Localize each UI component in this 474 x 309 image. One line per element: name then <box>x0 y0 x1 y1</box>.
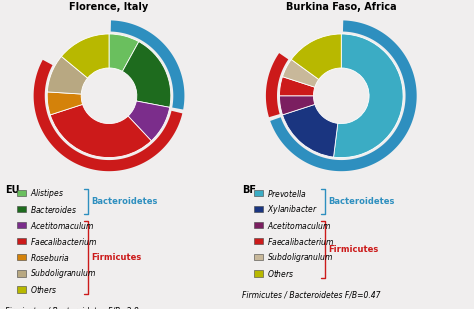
Text: $\mathit{Acetitomaculum}$: $\mathit{Acetitomaculum}$ <box>30 220 94 231</box>
Text: $\mathit{Prevotella}$: $\mathit{Prevotella}$ <box>267 188 307 199</box>
Wedge shape <box>283 59 319 87</box>
Text: $\mathit{Alistipes}$: $\mathit{Alistipes}$ <box>30 187 64 200</box>
Title: Burkina Faso, Africa: Burkina Faso, Africa <box>286 2 397 11</box>
Polygon shape <box>111 20 184 109</box>
Wedge shape <box>47 57 88 94</box>
Polygon shape <box>34 60 182 171</box>
Wedge shape <box>280 96 315 115</box>
Polygon shape <box>270 20 417 171</box>
Text: $\mathit{Xylanibacter}$: $\mathit{Xylanibacter}$ <box>267 203 318 216</box>
Text: Bacteroidetes: Bacteroidetes <box>328 197 395 206</box>
Text: $\mathit{Subdoligranulum}$: $\mathit{Subdoligranulum}$ <box>30 267 96 280</box>
Wedge shape <box>280 77 315 96</box>
Text: $\mathit{Others}$: $\mathit{Others}$ <box>267 268 294 279</box>
Text: $\mathit{Faecalibacterium}$: $\mathit{Faecalibacterium}$ <box>267 236 334 247</box>
Text: BF: BF <box>242 185 256 195</box>
Polygon shape <box>266 53 288 117</box>
Wedge shape <box>128 101 170 141</box>
Wedge shape <box>47 92 82 115</box>
Title: Florence, Italy: Florence, Italy <box>69 2 149 11</box>
Text: $\mathit{Subdoligranulum}$: $\mathit{Subdoligranulum}$ <box>267 251 333 264</box>
Text: Firmicutes / Bacteroidetes F/B=2.8: Firmicutes / Bacteroidetes F/B=2.8 <box>5 307 138 309</box>
Text: $\mathit{Faecalibacterium}$: $\mathit{Faecalibacterium}$ <box>30 236 97 247</box>
Text: Firmicutes: Firmicutes <box>91 253 142 262</box>
Text: $\mathit{Others}$: $\mathit{Others}$ <box>30 284 57 295</box>
Wedge shape <box>283 104 338 157</box>
Wedge shape <box>334 34 403 158</box>
Wedge shape <box>122 42 171 107</box>
Text: $\mathit{Roseburia}$: $\mathit{Roseburia}$ <box>30 252 70 263</box>
Wedge shape <box>292 34 341 79</box>
Text: Bacteroidetes: Bacteroidetes <box>91 197 158 206</box>
Text: $\mathit{Acetitomaculum}$: $\mathit{Acetitomaculum}$ <box>267 220 331 231</box>
Text: Firmicutes: Firmicutes <box>328 245 379 254</box>
Wedge shape <box>50 104 151 158</box>
Wedge shape <box>62 34 109 78</box>
Text: Firmicutes / Bacteroidetes F/B=0.47: Firmicutes / Bacteroidetes F/B=0.47 <box>242 290 380 299</box>
Wedge shape <box>109 34 139 71</box>
Text: EU: EU <box>5 185 19 195</box>
Text: $\mathit{Bacteroides}$: $\mathit{Bacteroides}$ <box>30 204 77 215</box>
